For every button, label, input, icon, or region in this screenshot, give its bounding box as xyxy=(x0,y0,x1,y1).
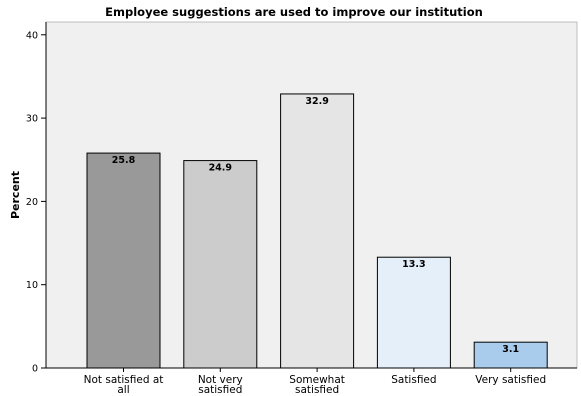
data-label: 25.8 xyxy=(112,155,136,166)
data-label: 24.9 xyxy=(209,163,232,174)
bar xyxy=(376,256,451,369)
x-category-label: satisfied xyxy=(198,384,242,396)
x-category-label: all xyxy=(117,384,129,396)
bar xyxy=(183,160,258,369)
x-category-label: Not satisfied at xyxy=(84,374,164,386)
y-tick-label: 10 xyxy=(26,280,38,291)
x-category-label: Very satisfied xyxy=(475,374,546,386)
y-tick-label: 30 xyxy=(26,114,38,125)
y-tick-label: 0 xyxy=(32,364,38,375)
bars: 25.8 24.9 32.9 13.3 3.1 xyxy=(86,93,548,369)
x-category-label: Satisfied xyxy=(391,374,436,386)
data-label: 13.3 xyxy=(402,259,425,270)
bar xyxy=(86,152,161,369)
x-category-label: satisfied xyxy=(295,384,339,396)
chart-title: Employee suggestions are used to improve… xyxy=(105,5,483,19)
y-tick-label: 40 xyxy=(26,30,38,41)
bar xyxy=(280,93,355,369)
bar xyxy=(473,341,548,369)
data-label: 3.1 xyxy=(502,344,519,355)
x-category-label: Not very xyxy=(198,374,243,386)
y-tick-label: 20 xyxy=(26,197,38,208)
x-category-label: Somewhat xyxy=(289,374,345,386)
y-axis-label: Percent xyxy=(9,171,22,219)
y-ticks: 0 10 20 30 40 xyxy=(26,30,46,375)
data-label: 32.9 xyxy=(305,96,328,107)
